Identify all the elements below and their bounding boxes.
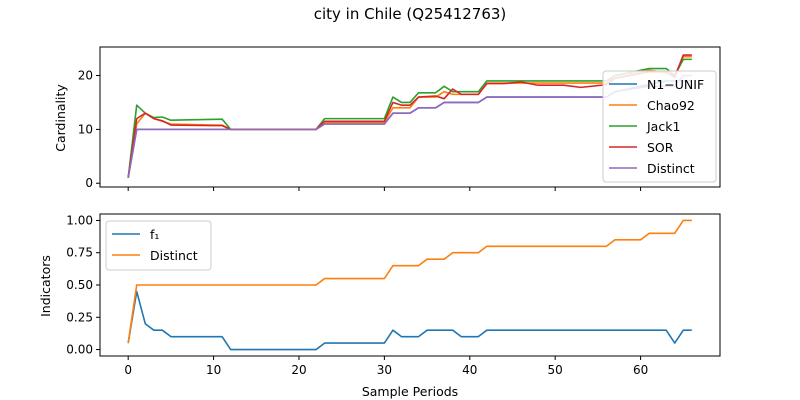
y-tick-label: 0 [85,176,93,190]
legend-label-f: f₁ [150,227,159,242]
y-tick-label: 0.25 [66,310,93,324]
y-axis-label-cardinality: Cardinality [53,84,68,152]
x-tick-label: 40 [462,363,477,377]
legend-label-chao92: Chao92 [647,98,695,113]
chart-title: city in Chile (Q25412763) [314,5,507,23]
axes-frame [99,46,721,188]
legend-label-n1-unif: N1−UNIF [647,77,704,92]
y-tick-label: 20 [78,69,93,83]
series-line-f [127,290,692,351]
y-tick-label: 10 [78,122,93,136]
indicators-panel: Indicators 0 10 20 30 40 50 60 0.00 0.25 0.50 0.75… [38,213,721,377]
cardinality-panel: Cardinality 0 10 20 N1−UNIF Chao92 Jack1 SOR Di… [53,46,721,191]
cardinality-plot-area: 0 10 20 N1−UNIF Chao92 Jack1 SOR Distinct [78,46,721,191]
x-tick-label: 30 [377,363,392,377]
x-tick-label: 50 [548,363,563,377]
x-tick-label: 0 [124,363,132,377]
y-tick-label: 1.00 [66,213,93,227]
legend-label-distinct: Distinct [647,161,695,176]
y-axis-label-indicators: Indicators [38,255,53,317]
indicators-plot-area: 0 10 20 30 40 50 60 0.00 0.25 0.50 0.75 1.00 f₁ Disti… [66,213,721,377]
x-tick-label: 20 [291,363,306,377]
series-line-distinct [127,219,692,344]
legend-box [602,70,717,183]
legend: f₁ Distinct [105,220,212,271]
x-tick-label: 10 [206,363,221,377]
y-tick-label: 0.00 [66,343,93,357]
x-tick-label: 60 [633,363,648,377]
y-tick-label: 0.75 [66,246,93,260]
legend-label-jack1: Jack1 [646,119,680,134]
legend-label-sor: SOR [647,140,674,155]
y-tick-label: 0.50 [66,278,93,292]
legend-label-distinct: Distinct [150,248,198,263]
legend: N1−UNIF Chao92 Jack1 SOR Distinct [602,70,717,183]
x-axis-label: Sample Periods [362,384,458,399]
